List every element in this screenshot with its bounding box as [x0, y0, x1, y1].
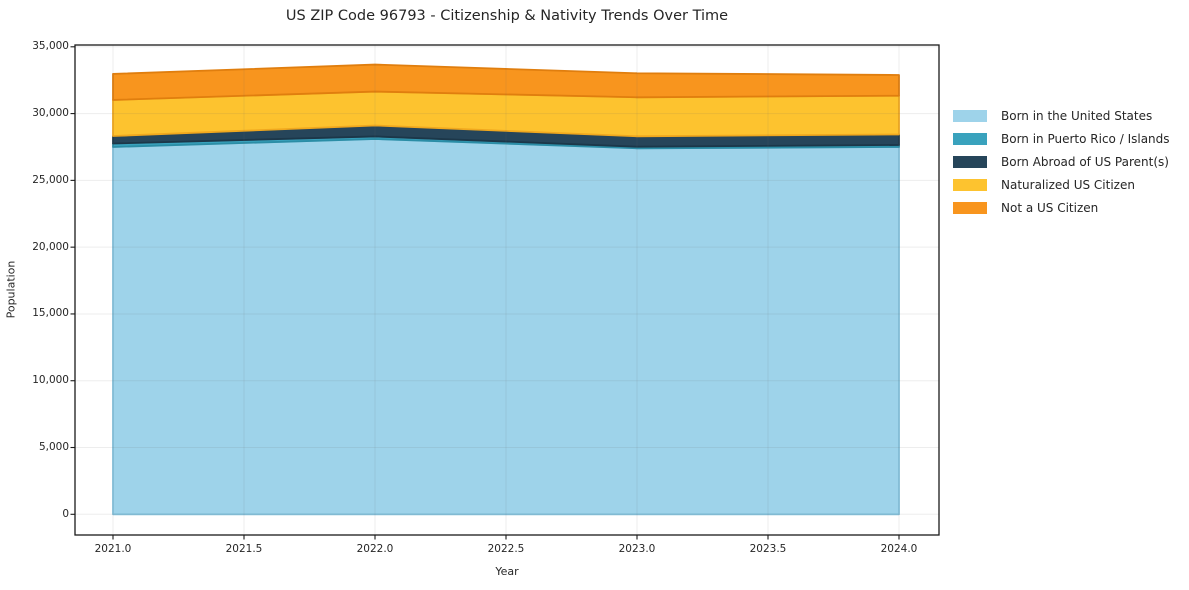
legend-item: Naturalized US Citizen [953, 173, 1170, 196]
legend-label: Not a US Citizen [1001, 200, 1099, 215]
x-tick-label: 2024.0 [880, 543, 918, 555]
x-tick-label: 2021.0 [94, 543, 132, 555]
legend-label: Naturalized US Citizen [1001, 177, 1135, 192]
legend-label: Born in Puerto Rico / Islands [1001, 131, 1170, 146]
y-tick-label: 5,000 [38, 441, 69, 453]
legend-swatch [953, 178, 987, 191]
chart-title: US ZIP Code 96793 - Citizenship & Nativi… [285, 8, 729, 24]
legend-item: Born in Puerto Rico / Islands [953, 127, 1170, 150]
y-axis-label: Population [4, 260, 18, 319]
y-tick-label: 10,000 [32, 374, 69, 387]
legend-item: Not a US Citizen [953, 196, 1170, 219]
gridlines [75, 45, 939, 535]
tick-marks [70, 46, 900, 540]
legend: Born in the United States Born in Puerto … [953, 104, 1170, 219]
x-tick-label: 2023.5 [749, 543, 787, 555]
legend-label: Born in the United States [1001, 108, 1153, 123]
legend-swatch [953, 155, 987, 168]
plot-border [74, 44, 940, 536]
x-tick-label: 2023.0 [618, 543, 656, 555]
legend-swatch [953, 132, 987, 145]
x-tick-label: 2021.5 [225, 543, 263, 555]
x-tick-label: 2022.0 [356, 543, 394, 555]
y-tick-label: 30,000 [32, 107, 69, 120]
y-tick-label: 20,000 [32, 240, 69, 253]
y-tick-label: 15,000 [32, 307, 69, 320]
area-not-a-us-citizen [112, 63, 900, 101]
legend-swatch [953, 109, 987, 122]
x-tick-label: 2022.5 [487, 543, 525, 555]
y-tick-label: 0 [62, 507, 69, 520]
y-tick-label: 35,000 [32, 40, 69, 53]
legend-item: Born Abroad of US Parent(s) [953, 150, 1170, 173]
legend-label: Born Abroad of US Parent(s) [1001, 154, 1169, 169]
y-tick-label: 25,000 [32, 173, 69, 186]
legend-item: Born in the United States [953, 104, 1170, 127]
legend-swatch [953, 201, 987, 214]
area-bands [112, 63, 900, 516]
x-axis-label: Year [495, 565, 519, 578]
